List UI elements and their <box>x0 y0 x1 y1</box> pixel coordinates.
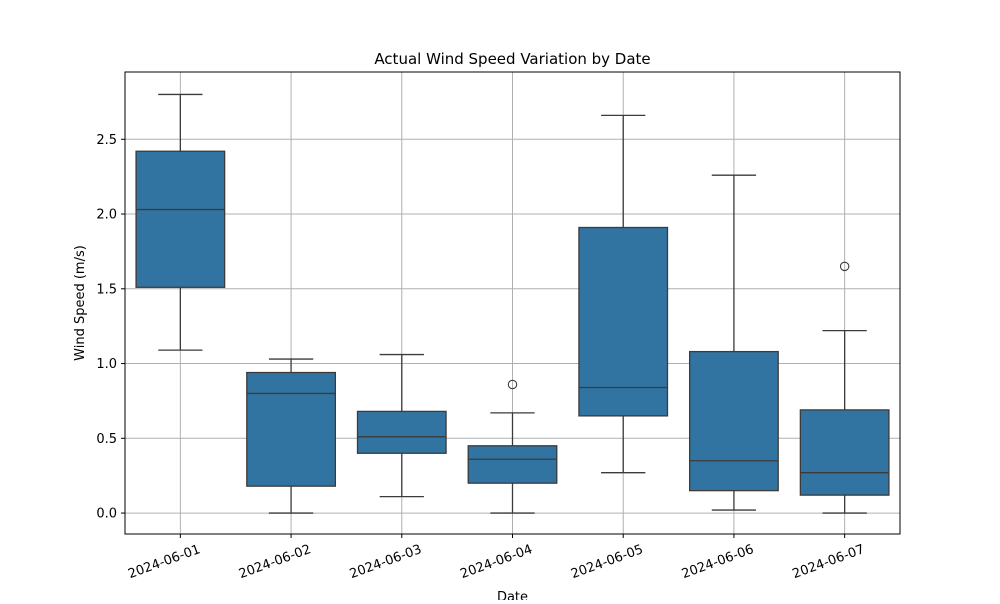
x-tick-label: 2024-06-04 <box>458 542 534 582</box>
outlier-point <box>839 261 850 272</box>
y-tick-label: 2.5 <box>96 133 117 148</box>
x-tick-label: 2024-06-01 <box>126 542 202 582</box>
box <box>356 410 447 454</box>
box <box>578 226 669 417</box>
box <box>467 445 558 484</box>
box-series <box>135 93 890 514</box>
y-axis-label: Wind Speed (m/s) <box>73 245 88 361</box>
y-tick-label: 2.0 <box>96 208 117 223</box>
x-tick-label: 2024-06-02 <box>237 542 313 582</box>
y-axis: 0.0 0.5 1.0 1.5 2.0 2.5 <box>96 133 125 522</box>
box <box>688 350 779 492</box>
box <box>135 150 226 288</box>
x-tick-label: 2024-06-07 <box>791 542 867 582</box>
outlier-point <box>507 379 518 390</box>
x-axis-label: Date <box>497 590 528 600</box>
box <box>799 409 890 496</box>
x-tick-label: 2024-06-03 <box>348 542 424 582</box>
x-tick-label: 2024-06-05 <box>569 542 645 582</box>
y-tick-label: 1.5 <box>96 282 117 297</box>
x-axis: 2024-06-01 2024-06-02 2024-06-03 2024-06-04… <box>126 534 867 582</box>
y-tick-label: 1.0 <box>96 357 117 372</box>
chart-title: Actual Wind Speed Variation by Date <box>374 50 650 68</box>
box <box>246 371 337 487</box>
x-tick-label: 2024-06-06 <box>680 542 756 582</box>
y-tick-label: 0.0 <box>96 507 117 522</box>
y-tick-label: 0.5 <box>96 432 117 447</box>
